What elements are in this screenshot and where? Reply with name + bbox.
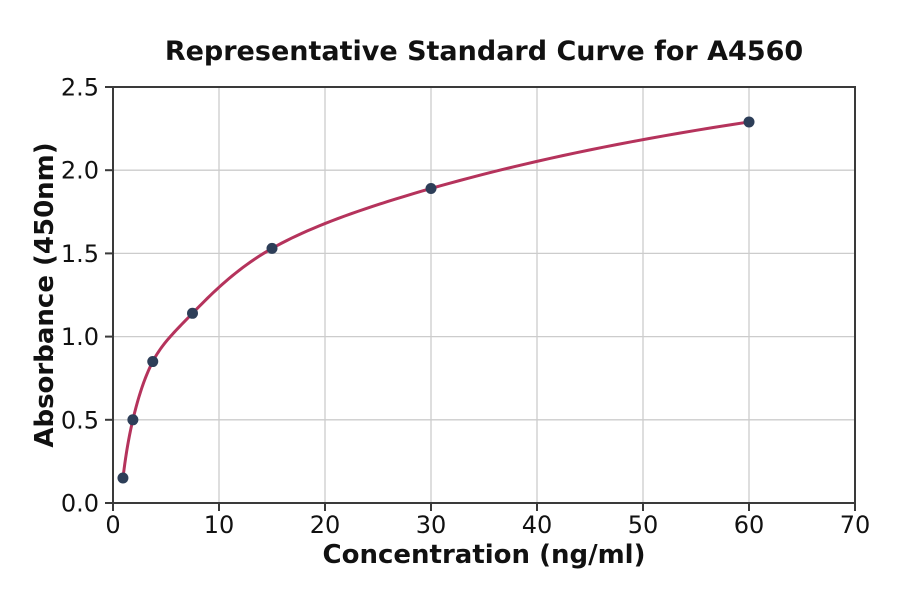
y-tick-label: 2.5 bbox=[61, 74, 99, 102]
x-tick-label: 70 bbox=[840, 511, 871, 539]
x-tick-label: 60 bbox=[734, 511, 765, 539]
x-axis-label: Concentration (ng/ml) bbox=[322, 540, 646, 570]
curve-line bbox=[121, 120, 751, 480]
y-tick-label: 1.0 bbox=[61, 323, 99, 351]
y-tick-label: 2.0 bbox=[61, 157, 99, 185]
data-point bbox=[117, 472, 129, 484]
data-point bbox=[266, 242, 278, 254]
x-tick-label: 30 bbox=[416, 511, 447, 539]
chart-title: Representative Standard Curve for A4560 bbox=[164, 36, 804, 67]
y-tick-label: 0.5 bbox=[61, 406, 99, 434]
y-tick-label: 1.5 bbox=[61, 240, 99, 268]
x-tick-label: 50 bbox=[628, 511, 659, 539]
x-tick-label: 10 bbox=[204, 511, 235, 539]
data-point bbox=[187, 307, 198, 319]
x-tick-label: 0 bbox=[105, 511, 120, 539]
data-point bbox=[743, 116, 755, 128]
plot-border bbox=[112, 86, 856, 504]
data-point bbox=[127, 414, 139, 426]
data-point bbox=[147, 356, 159, 368]
x-tick-label: 20 bbox=[310, 511, 341, 539]
x-tick-label: 40 bbox=[522, 511, 553, 539]
y-tick-label: 0.0 bbox=[61, 490, 99, 518]
data-point bbox=[425, 183, 437, 195]
